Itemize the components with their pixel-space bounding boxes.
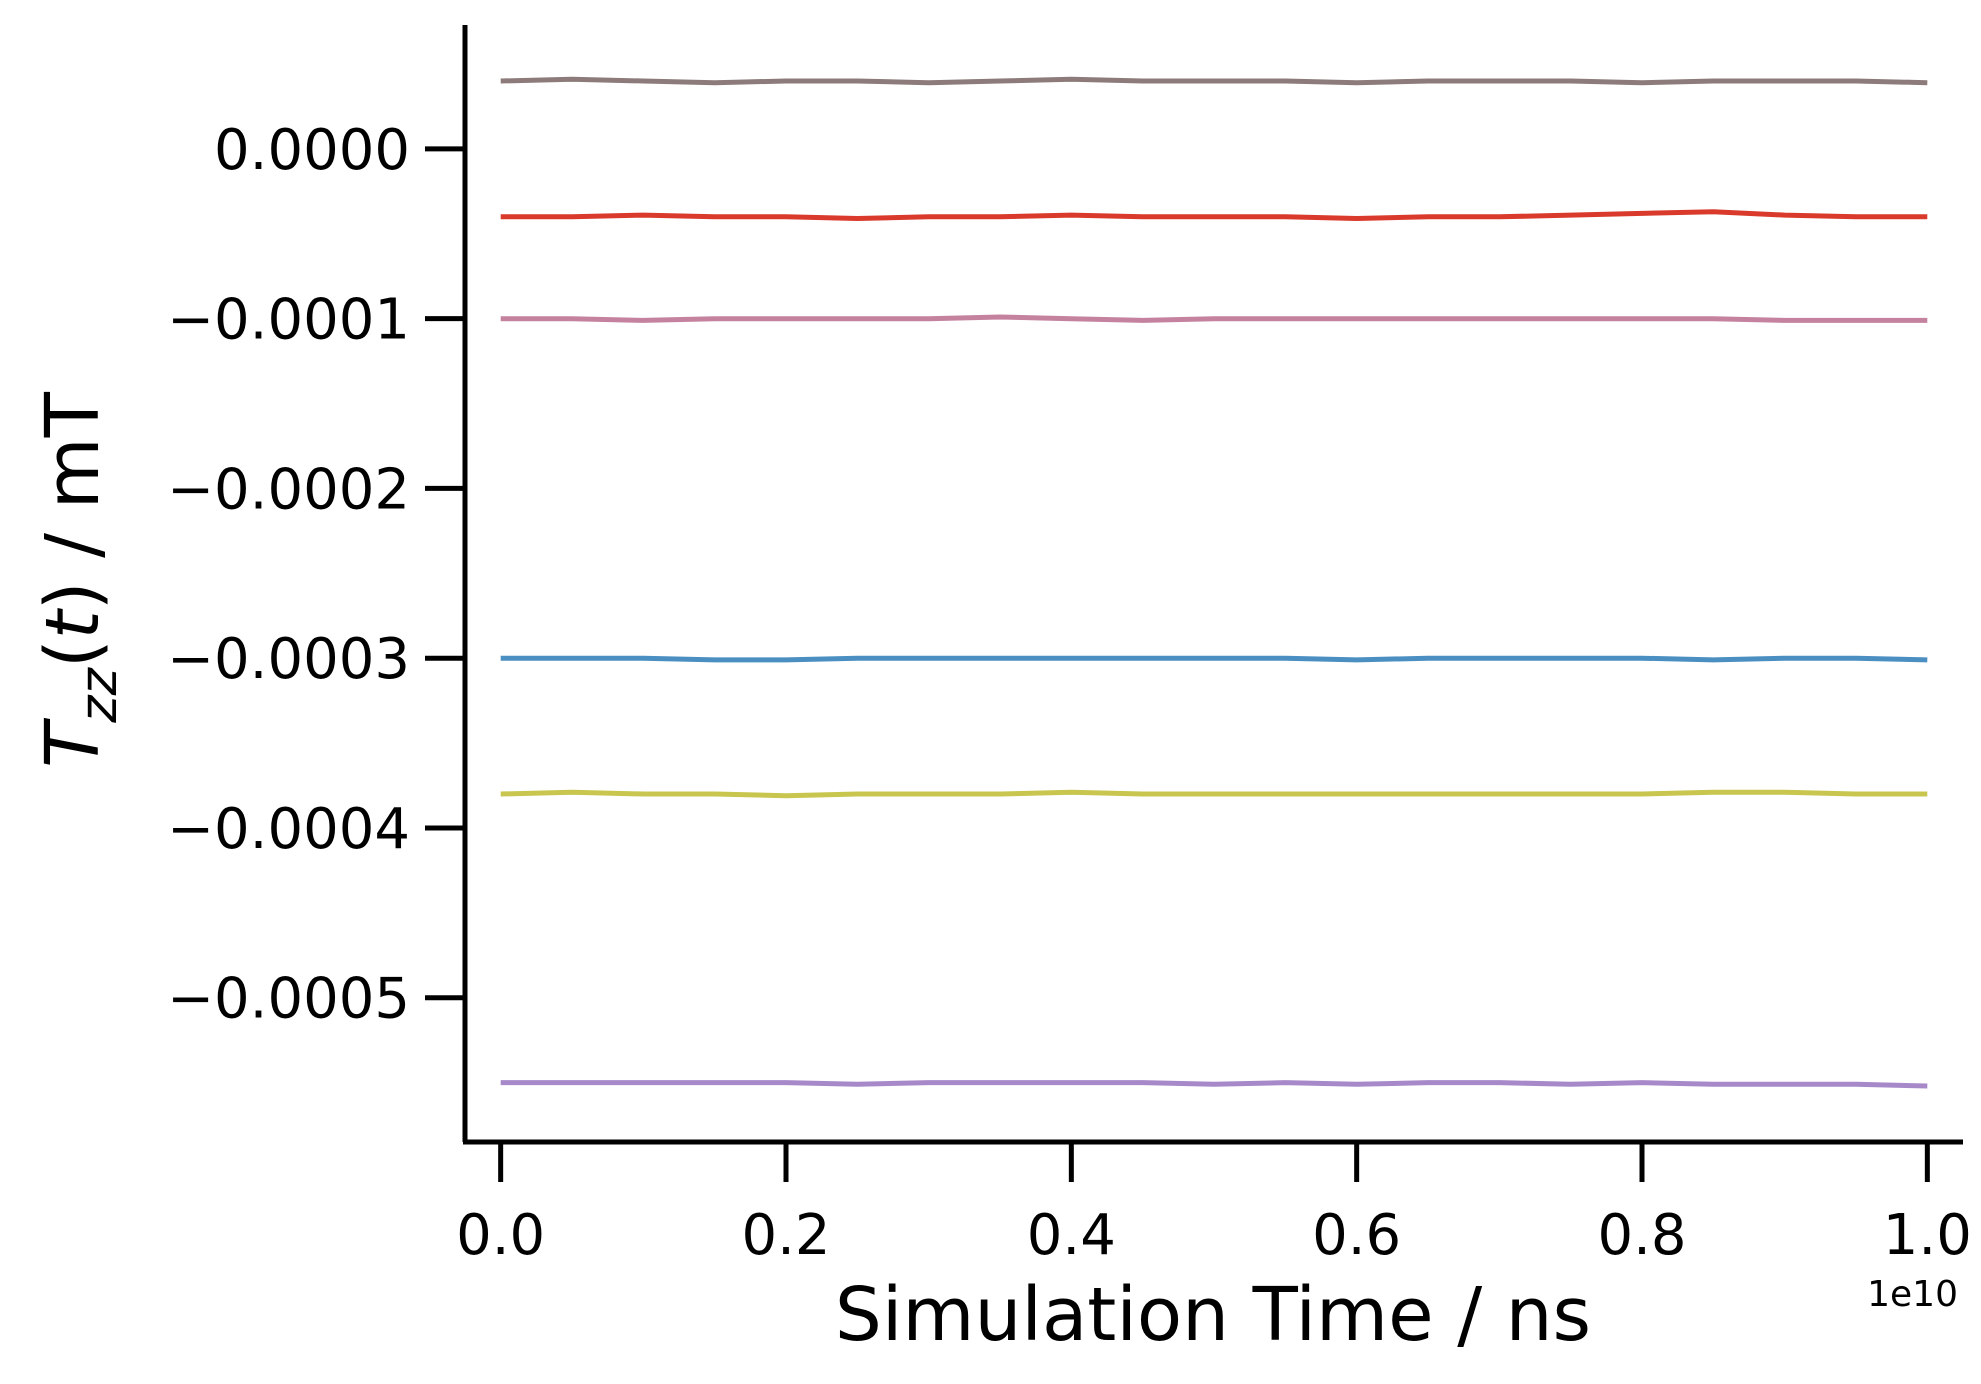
y-axis-title-main: T: [30, 717, 116, 768]
series-line-4: [500, 655, 1928, 663]
x-tick-label: 0.2: [741, 1203, 830, 1268]
series-line-3: [500, 314, 1928, 323]
y-tick-label: −0.0005: [167, 967, 410, 1032]
y-axis-title-var: t: [30, 607, 116, 639]
y-axis-title-sub: zz: [69, 666, 129, 723]
y-axis-title-close: ) / mT: [30, 391, 116, 610]
x-tick-label: 0.4: [1027, 1203, 1116, 1268]
y-axis-title: Tzz(t) / mT: [30, 391, 129, 768]
x-tick-label: 1.0: [1883, 1203, 1972, 1268]
x-tick-label: 0.0: [456, 1203, 545, 1268]
series-line-5: [500, 789, 1928, 799]
x-tick-label: 0.8: [1597, 1203, 1686, 1268]
y-tick-label: −0.0001: [167, 288, 410, 353]
x-axis-title: Simulation Time / ns: [835, 1272, 1591, 1358]
series-line-1: [500, 76, 1928, 86]
y-axis-title-open: (: [30, 639, 116, 668]
series-line-2: [500, 209, 1928, 221]
y-tick-label: −0.0002: [167, 457, 410, 522]
y-ticks: 0.0000 −0.0001 −0.0002 −0.0003 −0.0004 −0.000…: [167, 118, 465, 1032]
y-tick-label: −0.0004: [167, 797, 410, 862]
x-offset-label: 1e10: [1867, 1274, 1958, 1315]
series-line-6: [500, 1080, 1928, 1089]
x-ticks: 0.0 0.2 0.4 0.6 0.8 1.0: [456, 1142, 1972, 1268]
y-tick-label: −0.0003: [167, 627, 410, 692]
x-tick-label: 0.6: [1312, 1203, 1401, 1268]
series-layer: [500, 76, 1928, 1089]
y-tick-label: 0.0000: [214, 118, 410, 183]
